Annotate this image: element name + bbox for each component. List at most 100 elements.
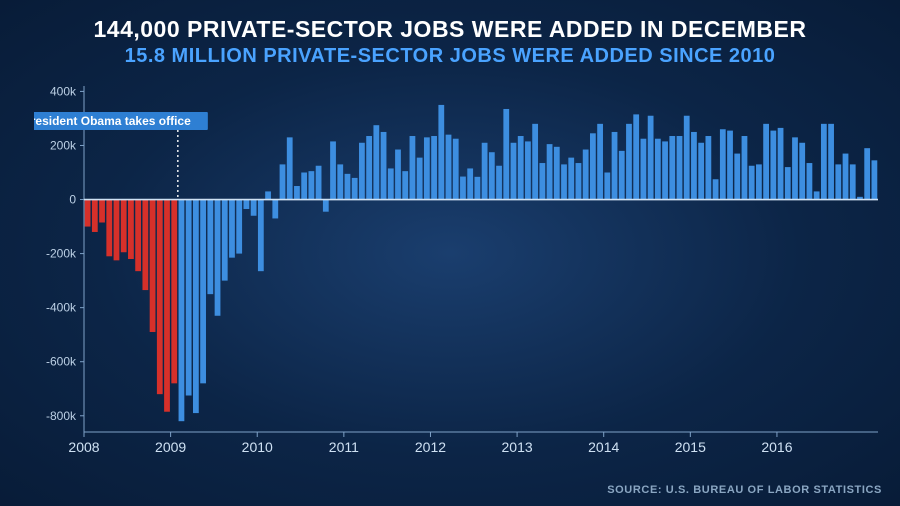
bar xyxy=(583,150,589,200)
svg-text:2012: 2012 xyxy=(415,439,446,455)
bar xyxy=(648,116,654,200)
bar xyxy=(272,200,278,219)
bar xyxy=(222,200,228,281)
bar xyxy=(142,200,148,291)
bar xyxy=(265,191,271,199)
bar xyxy=(482,143,488,200)
bar xyxy=(114,200,120,261)
svg-text:200k: 200k xyxy=(50,138,77,152)
bar xyxy=(92,200,98,232)
bar xyxy=(236,200,242,254)
bar xyxy=(431,136,437,200)
bar xyxy=(633,114,639,199)
bar xyxy=(619,151,625,200)
bar xyxy=(872,160,878,199)
bar xyxy=(547,144,553,199)
bar xyxy=(655,139,661,200)
bar xyxy=(561,164,567,199)
svg-text:-800k: -800k xyxy=(46,409,77,423)
bar xyxy=(554,147,560,200)
bar xyxy=(705,136,711,200)
svg-text:2011: 2011 xyxy=(329,439,359,455)
bar xyxy=(496,166,502,200)
bar xyxy=(395,150,401,200)
bar xyxy=(193,200,199,414)
svg-text:2008: 2008 xyxy=(68,439,99,455)
source-attribution: SOURCE: U.S. BUREAU OF LABOR STATISTICS xyxy=(607,484,882,496)
svg-text:0: 0 xyxy=(69,193,76,207)
bar xyxy=(417,158,423,200)
bar xyxy=(612,132,618,200)
bar xyxy=(366,136,372,200)
bar xyxy=(294,186,300,200)
bar xyxy=(828,124,834,200)
bar xyxy=(807,163,813,199)
title-sub: 15.8 MILLION PRIVATE-SECTOR JOBS WERE AD… xyxy=(0,45,900,68)
bar xyxy=(200,200,206,384)
bar xyxy=(106,200,112,257)
svg-text:2013: 2013 xyxy=(502,439,533,455)
svg-text:2015: 2015 xyxy=(675,439,706,455)
bar xyxy=(424,137,430,199)
title-main: 144,000 PRIVATE-SECTOR JOBS WERE ADDED I… xyxy=(0,16,900,43)
bar xyxy=(641,139,647,200)
bar xyxy=(864,148,870,199)
bar xyxy=(576,163,582,199)
bar xyxy=(352,178,358,200)
bar xyxy=(691,132,697,200)
bar xyxy=(359,143,365,200)
bar xyxy=(323,200,329,212)
svg-text:2009: 2009 xyxy=(155,439,186,455)
bar xyxy=(489,152,495,199)
bar xyxy=(835,164,841,199)
bar xyxy=(229,200,235,258)
bar xyxy=(626,124,632,200)
bar xyxy=(150,200,156,332)
bar xyxy=(677,136,683,200)
bar xyxy=(330,141,336,199)
svg-text:-600k: -600k xyxy=(46,355,77,369)
bar xyxy=(713,179,719,199)
bar xyxy=(410,136,416,200)
bar xyxy=(388,168,394,199)
bar xyxy=(244,200,250,209)
bar xyxy=(568,158,574,200)
bar xyxy=(518,136,524,200)
bar xyxy=(164,200,170,412)
svg-text:2010: 2010 xyxy=(242,439,273,455)
svg-text:2016: 2016 xyxy=(761,439,792,455)
jobs-bar-chart: -800k-600k-400k-200k0200k400k20082009201… xyxy=(34,78,884,458)
bar xyxy=(749,166,755,200)
bar xyxy=(814,191,820,199)
bar xyxy=(763,124,769,200)
bar xyxy=(698,143,704,200)
bar xyxy=(597,124,603,200)
svg-text:-400k: -400k xyxy=(46,301,77,315)
bar xyxy=(287,137,293,199)
bar xyxy=(843,154,849,200)
bar xyxy=(511,143,517,200)
bar xyxy=(337,164,343,199)
bar xyxy=(539,163,545,199)
bar xyxy=(669,136,675,200)
bar xyxy=(171,200,177,384)
bar xyxy=(684,116,690,200)
bar xyxy=(128,200,134,259)
bar xyxy=(121,200,127,253)
bar xyxy=(778,128,784,200)
bar xyxy=(662,141,668,199)
bar xyxy=(381,132,387,200)
bar xyxy=(785,167,791,199)
bar xyxy=(460,177,466,200)
bar xyxy=(850,164,856,199)
bar xyxy=(446,135,452,200)
bar xyxy=(402,171,408,199)
annotation-label: President Obama takes office xyxy=(34,114,191,128)
bar xyxy=(85,200,91,227)
chart-container: -800k-600k-400k-200k0200k400k20082009201… xyxy=(34,78,884,458)
bar xyxy=(792,137,798,199)
bar xyxy=(186,200,192,396)
bar xyxy=(467,168,473,199)
bar xyxy=(251,200,257,216)
bar xyxy=(373,125,379,199)
